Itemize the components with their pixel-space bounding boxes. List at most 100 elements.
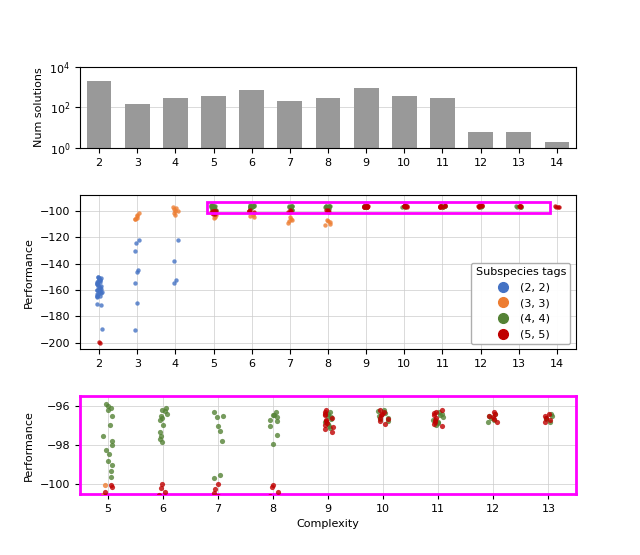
Point (285, 206, 295, 215)
Point (155, 435, 165, 443)
Point (323, 217, 333, 226)
Point (437, 410, 447, 418)
Point (362, 201, 372, 210)
Point (362, 201, 372, 210)
Point (244, 202, 255, 211)
Point (359, 201, 369, 210)
Point (208, 205, 218, 214)
Point (287, 201, 297, 210)
Point (92, 299, 102, 308)
Point (376, 411, 387, 420)
Point (210, 210, 220, 219)
Point (249, 201, 259, 210)
Point (94, 274, 104, 283)
Point (321, 203, 331, 211)
Point (210, 206, 220, 215)
Point (474, 201, 484, 210)
Point (107, 440, 117, 449)
Point (324, 201, 335, 210)
Point (320, 409, 330, 418)
Bar (207, 203, 550, 213)
Point (401, 201, 411, 210)
Point (249, 213, 259, 221)
Point (399, 203, 410, 211)
Point (95, 291, 105, 300)
Bar (545, 142, 570, 555)
Point (399, 202, 410, 211)
Point (327, 427, 337, 436)
Point (541, 414, 551, 423)
Point (374, 411, 384, 420)
Point (153, 519, 163, 528)
Point (438, 202, 448, 211)
Point (92, 286, 102, 295)
Bar (468, 132, 493, 555)
Point (428, 416, 438, 425)
Point (209, 205, 220, 214)
Point (210, 201, 220, 210)
Point (550, 202, 561, 211)
Point (265, 491, 275, 500)
Point (319, 411, 330, 420)
Point (207, 209, 218, 218)
Point (107, 483, 117, 492)
Point (207, 201, 218, 210)
Point (171, 204, 181, 213)
Point (547, 412, 557, 421)
Point (436, 201, 446, 210)
Point (515, 201, 525, 210)
Point (207, 209, 218, 218)
Point (400, 201, 410, 210)
Point (102, 518, 112, 527)
Point (284, 202, 294, 211)
Point (132, 210, 142, 219)
Point (540, 412, 550, 421)
Point (440, 201, 450, 210)
Y-axis label: Performance: Performance (24, 236, 34, 307)
Point (93, 275, 104, 284)
Point (0, 538, 3, 547)
Point (321, 417, 331, 426)
Point (106, 403, 116, 412)
Point (322, 418, 332, 427)
Point (98, 431, 108, 440)
Point (246, 201, 256, 210)
Point (541, 414, 551, 423)
Point (515, 201, 525, 210)
Point (209, 213, 220, 222)
Point (359, 203, 369, 211)
Point (474, 201, 484, 210)
Point (268, 480, 278, 489)
Bar (163, 98, 188, 555)
Point (324, 408, 335, 417)
Point (211, 207, 221, 216)
Point (374, 416, 385, 425)
Point (547, 410, 557, 419)
Point (401, 202, 412, 211)
Point (320, 407, 330, 416)
Point (106, 480, 116, 489)
Point (319, 420, 330, 429)
Point (440, 202, 450, 211)
Point (323, 205, 333, 214)
X-axis label: Complexity: Complexity (296, 519, 360, 529)
Point (401, 203, 412, 211)
Point (215, 427, 225, 436)
Point (382, 417, 392, 426)
Point (320, 221, 330, 230)
Point (401, 201, 412, 210)
Point (103, 401, 113, 410)
Point (272, 417, 282, 426)
Point (362, 202, 372, 211)
Point (431, 407, 441, 416)
Point (268, 440, 278, 449)
Point (321, 425, 331, 433)
Point (108, 412, 118, 421)
Point (100, 491, 110, 500)
Point (360, 203, 371, 212)
Point (324, 204, 334, 213)
Point (92, 292, 102, 301)
Point (435, 411, 445, 420)
Point (362, 203, 372, 211)
Bar (392, 96, 417, 555)
